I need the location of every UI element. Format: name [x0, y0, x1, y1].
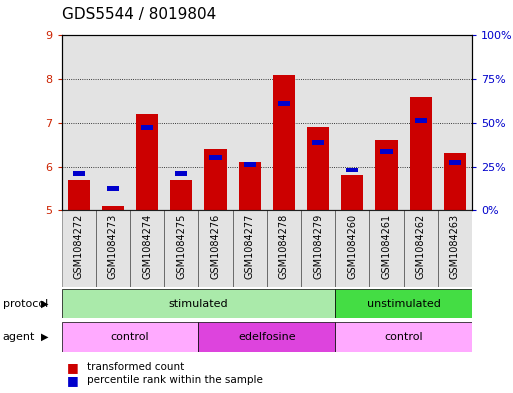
- Bar: [62, 322, 199, 352]
- Text: control: control: [384, 332, 423, 342]
- Bar: [199, 210, 232, 287]
- Bar: [72, 171, 85, 176]
- Text: ▶: ▶: [42, 332, 49, 342]
- Bar: [376, 140, 398, 210]
- Bar: [301, 210, 335, 287]
- Bar: [307, 127, 329, 210]
- Text: GSM1084272: GSM1084272: [74, 214, 84, 279]
- Bar: [346, 167, 359, 173]
- Bar: [335, 322, 472, 352]
- Bar: [273, 75, 295, 210]
- Bar: [107, 186, 119, 191]
- Text: GSM1084277: GSM1084277: [245, 214, 254, 279]
- Bar: [301, 35, 335, 210]
- Text: GSM1084261: GSM1084261: [382, 214, 391, 279]
- Bar: [232, 35, 267, 210]
- Bar: [164, 210, 199, 287]
- Text: ■: ■: [67, 361, 78, 374]
- Bar: [449, 160, 461, 165]
- Bar: [415, 118, 427, 123]
- Text: GSM1084275: GSM1084275: [176, 214, 186, 279]
- Text: control: control: [111, 332, 149, 342]
- Bar: [209, 155, 222, 160]
- Bar: [204, 149, 227, 210]
- Text: GSM1084273: GSM1084273: [108, 214, 118, 279]
- Bar: [312, 140, 324, 145]
- Bar: [369, 35, 404, 210]
- Text: ▶: ▶: [42, 299, 49, 309]
- Bar: [239, 162, 261, 210]
- Bar: [130, 35, 164, 210]
- Text: GSM1084279: GSM1084279: [313, 214, 323, 279]
- Text: unstimulated: unstimulated: [367, 299, 441, 309]
- Bar: [62, 289, 335, 318]
- Text: edelfosine: edelfosine: [238, 332, 295, 342]
- Text: protocol: protocol: [3, 299, 48, 309]
- Bar: [62, 210, 96, 287]
- Bar: [404, 210, 438, 287]
- Bar: [369, 210, 404, 287]
- Bar: [335, 210, 369, 287]
- Text: GSM1084260: GSM1084260: [347, 214, 357, 279]
- Text: GDS5544 / 8019804: GDS5544 / 8019804: [62, 7, 216, 22]
- Bar: [170, 180, 192, 210]
- Bar: [444, 153, 466, 210]
- Bar: [136, 114, 158, 210]
- Bar: [175, 171, 187, 176]
- Bar: [199, 322, 335, 352]
- Bar: [335, 289, 472, 318]
- Bar: [267, 210, 301, 287]
- Bar: [62, 35, 96, 210]
- Bar: [409, 97, 432, 210]
- Bar: [380, 149, 392, 154]
- Bar: [232, 210, 267, 287]
- Bar: [244, 162, 256, 167]
- Text: GSM1084274: GSM1084274: [142, 214, 152, 279]
- Text: GSM1084263: GSM1084263: [450, 214, 460, 279]
- Bar: [278, 101, 290, 106]
- Bar: [141, 125, 153, 130]
- Text: GSM1084262: GSM1084262: [416, 214, 426, 279]
- Text: GSM1084276: GSM1084276: [210, 214, 221, 279]
- Bar: [335, 35, 369, 210]
- Bar: [96, 210, 130, 287]
- Text: GSM1084278: GSM1084278: [279, 214, 289, 279]
- Bar: [96, 35, 130, 210]
- Bar: [102, 206, 124, 210]
- Text: transformed count: transformed count: [87, 362, 185, 373]
- Bar: [130, 210, 164, 287]
- Text: ■: ■: [67, 374, 78, 387]
- Bar: [164, 35, 199, 210]
- Bar: [68, 180, 90, 210]
- Bar: [267, 35, 301, 210]
- Bar: [438, 35, 472, 210]
- Bar: [438, 210, 472, 287]
- Text: percentile rank within the sample: percentile rank within the sample: [87, 375, 263, 386]
- Bar: [199, 35, 232, 210]
- Bar: [341, 175, 363, 210]
- Bar: [404, 35, 438, 210]
- Text: stimulated: stimulated: [169, 299, 228, 309]
- Text: agent: agent: [3, 332, 35, 342]
